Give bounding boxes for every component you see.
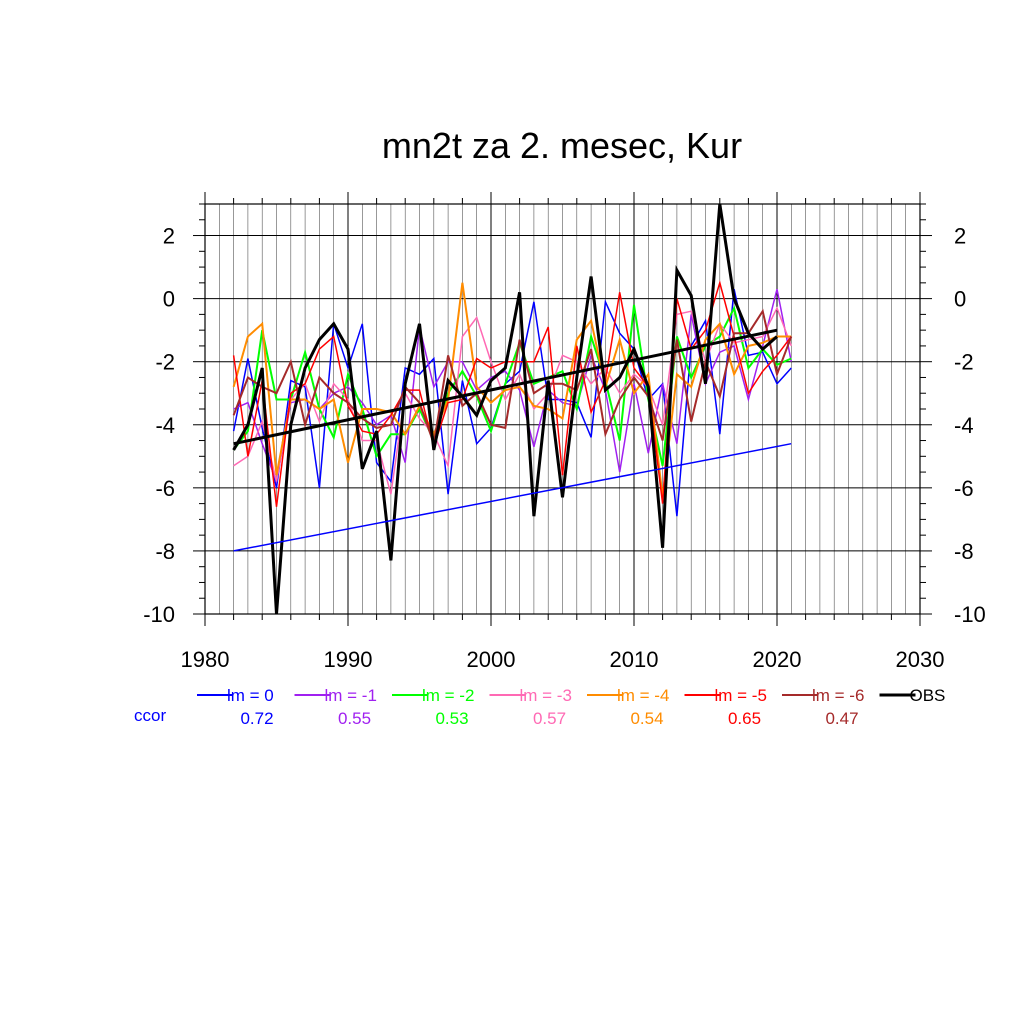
legend-label: lm = -3: [520, 686, 572, 705]
series-layer: [232, 203, 793, 615]
legend-label: lm = -4: [617, 686, 669, 705]
grid-layer: [205, 204, 920, 614]
y-tick-label-right: -10: [954, 602, 986, 627]
legend-label: lm = -1: [325, 686, 377, 705]
y-tick-label-left: -6: [155, 476, 175, 501]
legend-ccor-value: 0.55: [338, 709, 371, 728]
series-lm-4: [232, 282, 792, 498]
y-tick-label-right: -6: [954, 476, 974, 501]
series-lm-6: [232, 308, 793, 445]
legend-ccor-value: 0.47: [825, 709, 858, 728]
legend-ccor-value: 0.54: [630, 709, 663, 728]
chart-title: mn2t za 2. mesec, Kur: [382, 125, 742, 166]
legend-label: OBS: [910, 686, 946, 705]
trend-line-9: [233, 442, 792, 552]
x-tick-label: 2010: [610, 647, 659, 672]
legend-ccor-label: ccor: [134, 706, 166, 725]
legend: ccor lm = 0 0.72 lm = -1 0.55 lm = -2 0.53 lm …: [134, 686, 945, 728]
x-tick-label: 1980: [181, 647, 230, 672]
x-tick-label: 1990: [324, 647, 373, 672]
y-tick-label-right: -2: [954, 350, 974, 375]
x-tick-label: 2030: [896, 647, 945, 672]
y-tick-label-left: -2: [155, 350, 175, 375]
y-tick-label-left: -10: [143, 602, 175, 627]
legend-label: lm = -2: [422, 686, 474, 705]
legend-label: lm = -5: [715, 686, 767, 705]
y-tick-label-left: -8: [155, 539, 175, 564]
legend-ccor-value: 0.65: [728, 709, 761, 728]
trend-line-8: [233, 328, 778, 446]
y-tick-label-left: 0: [163, 287, 175, 312]
y-tick-label-right: -8: [954, 539, 974, 564]
x-tick-label: 2020: [753, 647, 802, 672]
legend-label: lm = -6: [812, 686, 864, 705]
y-tick-label-left: -4: [155, 413, 175, 438]
series-obs: [232, 203, 778, 615]
legend-ccor-value: 0.53: [435, 709, 468, 728]
y-tick-label-right: -4: [954, 413, 974, 438]
y-tick-label-right: 2: [954, 224, 966, 249]
legend-ccor-value: 0.57: [533, 709, 566, 728]
legend-ccor-value: 0.72: [240, 709, 273, 728]
y-tick-label-left: 2: [163, 224, 175, 249]
y-tick-label-right: 0: [954, 287, 966, 312]
x-tick-label: 2000: [467, 647, 516, 672]
legend-label: lm = 0: [227, 686, 274, 705]
